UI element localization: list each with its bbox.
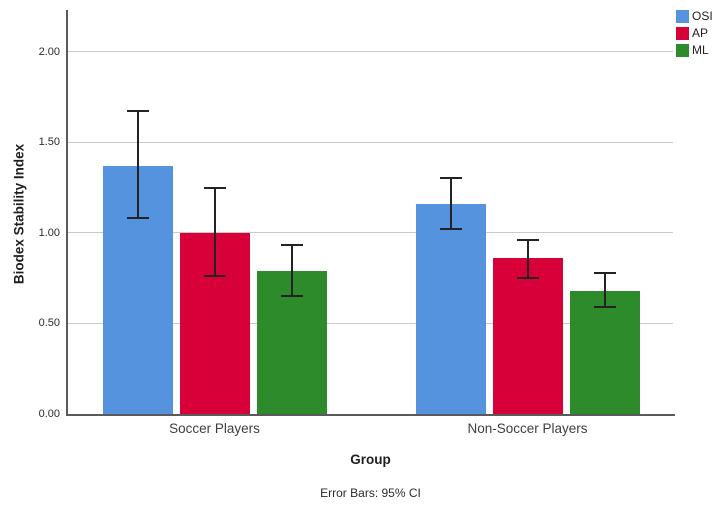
error-bar-non-soccer-players-ap-cap-bottom bbox=[516, 277, 539, 280]
y-tick-label-0.00: 0.00 bbox=[38, 408, 60, 420]
legend-label-ml: ML bbox=[692, 43, 709, 57]
y-tick-label-0.50: 0.50 bbox=[38, 317, 60, 330]
y-axis-title: Biodex Stability Index bbox=[11, 143, 27, 285]
error-bar-non-soccer-players-osi-cap-bottom bbox=[439, 228, 462, 231]
y-tick-label-1.00: 1.00 bbox=[38, 226, 60, 239]
error-bar-soccer-players-ap-cap-top bbox=[203, 186, 226, 189]
legend-swatch-ml bbox=[676, 44, 689, 57]
error-bar-non-soccer-players-ap-whisker bbox=[526, 240, 529, 279]
legend-label-osi: OSI bbox=[692, 9, 713, 23]
legend: OSI AP ML bbox=[676, 10, 713, 61]
x-category-label-non-soccer-players: Non-Soccer Players bbox=[467, 421, 588, 436]
error-bars-footnote: Error Bars: 95% CI bbox=[320, 486, 421, 500]
error-bar-soccer-players-ap-cap-bottom bbox=[203, 275, 226, 278]
error-bar-soccer-players-osi-cap-bottom bbox=[126, 217, 149, 220]
y-tick-label-2.00: 2.00 bbox=[38, 45, 60, 58]
error-bar-soccer-players-osi-whisker bbox=[136, 111, 139, 219]
legend-swatch-osi bbox=[676, 10, 689, 23]
error-bar-non-soccer-players-ml-cap-bottom bbox=[593, 306, 616, 309]
plot-area bbox=[68, 10, 673, 414]
bar-non-soccer-players-ml bbox=[569, 290, 640, 414]
error-bar-non-soccer-players-ap-cap-top bbox=[516, 239, 539, 242]
x-category-label-soccer-players: Soccer Players bbox=[169, 421, 260, 436]
error-bar-soccer-players-ap-whisker bbox=[213, 187, 216, 277]
x-axis-line bbox=[66, 414, 675, 416]
error-bar-soccer-players-osi-cap-top bbox=[126, 110, 149, 113]
error-bar-non-soccer-players-osi-cap-top bbox=[439, 177, 462, 180]
bar-non-soccer-players-ap bbox=[492, 258, 563, 414]
x-axis-title: Group bbox=[350, 452, 391, 467]
legend-item-osi: OSI bbox=[676, 10, 713, 23]
gridline-1.50 bbox=[68, 141, 673, 143]
error-bar-soccer-players-ml-whisker bbox=[290, 245, 293, 297]
error-bar-soccer-players-ml-cap-bottom bbox=[280, 295, 303, 298]
error-bar-soccer-players-ml-cap-top bbox=[280, 244, 303, 247]
y-axis-line bbox=[66, 10, 68, 416]
legend-swatch-ap bbox=[676, 27, 689, 40]
gridline-1.00 bbox=[68, 232, 673, 234]
legend-item-ml: ML bbox=[676, 44, 713, 57]
y-tick-label-1.50: 1.50 bbox=[38, 136, 60, 149]
gridline-2.00 bbox=[68, 51, 673, 53]
legend-label-ap: AP bbox=[692, 26, 709, 40]
bar-non-soccer-players-osi bbox=[415, 203, 486, 414]
error-bar-non-soccer-players-ml-cap-top bbox=[593, 271, 616, 274]
legend-item-ap: AP bbox=[676, 27, 713, 40]
gridline-0.50 bbox=[68, 322, 673, 324]
error-bar-non-soccer-players-ml-whisker bbox=[603, 272, 606, 308]
error-bar-non-soccer-players-osi-whisker bbox=[449, 178, 452, 230]
